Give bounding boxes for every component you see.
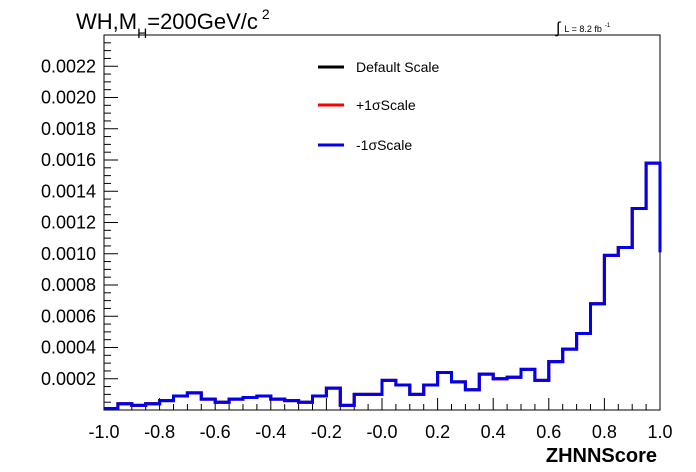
plot-frame	[103, 34, 661, 411]
x-tick-label: 1.0	[647, 422, 672, 442]
luminosity-label: ∫ L = 8.2 fb -1	[555, 20, 611, 37]
integral-symbol: ∫	[555, 20, 562, 37]
series-line-2	[104, 161, 662, 410]
x-tick-label: -1.0	[88, 422, 119, 442]
y-tick-label: 0.0020	[41, 88, 96, 108]
y-tick-label: 0.0018	[41, 119, 96, 139]
luminosity-superscript: -1	[605, 23, 611, 29]
title-subscript: H	[137, 25, 147, 41]
x-axis: -1.0 -0.8 -0.6 -0.4 -0.2 -0.0 0.2 0.4 0.6 0.8 1.0	[88, 398, 673, 442]
y-tick-label: 0.0010	[41, 244, 96, 264]
y-tick-label: 0.0004	[41, 338, 96, 358]
legend-label: +1σScale	[356, 97, 416, 113]
title-superscript: 2	[262, 6, 270, 22]
y-axis: 0.0002 0.0004 0.0006 0.0008 0.0010 0.0012 0.00…	[41, 34, 118, 403]
legend: Default Scale +1σScale -1σScale	[318, 59, 439, 153]
x-axis-title: ZHNNScore	[546, 445, 657, 467]
legend-label: Default Scale	[356, 59, 439, 75]
series-line-1	[104, 161, 662, 410]
x-tick-label: 0.2	[425, 422, 450, 442]
x-tick-label: -0.6	[200, 422, 231, 442]
x-tick-label: 0.4	[481, 422, 506, 442]
y-tick-label: 0.0016	[41, 150, 96, 170]
x-tick-label: -0.2	[311, 422, 342, 442]
y-tick-label: 0.0012	[41, 213, 96, 233]
legend-label: -1σScale	[356, 137, 412, 153]
y-tick-label: 0.0022	[41, 56, 96, 76]
chart-title: WH,MH=200GeV/c 2	[76, 6, 270, 41]
series-layer	[104, 161, 662, 410]
series-line-0	[104, 161, 662, 410]
luminosity-text: L = 8.2 fb	[564, 24, 601, 34]
x-tick-label: 0.8	[592, 422, 617, 442]
x-tick-label: -0.8	[144, 422, 175, 442]
y-tick-label: 0.0002	[41, 369, 96, 389]
y-tick-label: 0.0008	[41, 275, 96, 295]
y-tick-label: 0.0014	[41, 181, 96, 201]
x-tick-label: -0.0	[366, 422, 397, 442]
title-prefix: WH,M	[76, 9, 137, 34]
x-tick-label: -0.4	[255, 422, 286, 442]
x-tick-label: 0.6	[536, 422, 561, 442]
y-tick-label: 0.0006	[41, 306, 96, 326]
title-value: =200GeV/c	[147, 9, 258, 34]
